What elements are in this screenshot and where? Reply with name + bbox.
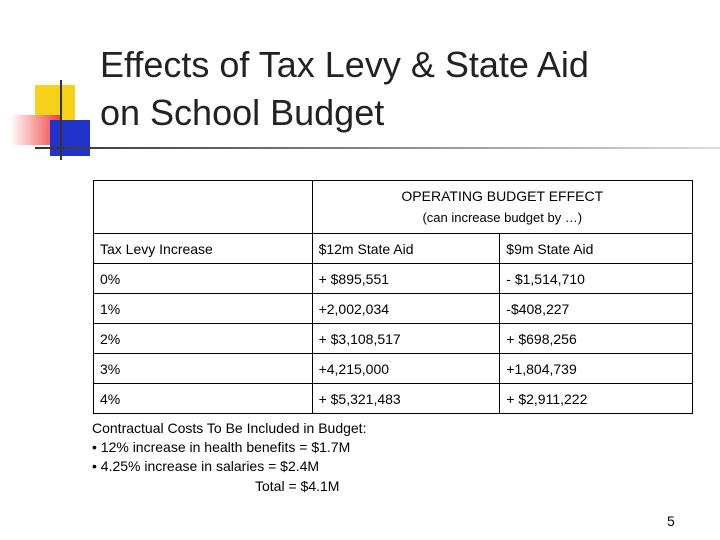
- column-header-row: Tax Levy Increase $12m State Aid $9m State…: [93, 233, 693, 264]
- table-cell: 0%: [93, 263, 313, 294]
- table-cell: + $5,321,483: [311, 383, 501, 414]
- empty-cell: [93, 180, 313, 234]
- table-cell: +2,002,034: [311, 293, 501, 324]
- column-header: Tax Levy Increase: [93, 233, 313, 264]
- table-row: 0% + $895,551- $1,514,710: [93, 263, 693, 294]
- horizontal-rule: [35, 147, 720, 149]
- header-cell: OPERATING BUDGET EFFECT (can increase bu…: [311, 180, 694, 234]
- table-row: 4% + $5,321,483 + $2,911,222: [93, 383, 693, 414]
- header-text: OPERATING BUDGET EFFECT: [401, 188, 604, 204]
- table-cell: +1,804,739: [499, 353, 693, 384]
- header-subtext: (can increase budget by …): [422, 210, 583, 225]
- table-cell: -$408,227: [499, 293, 693, 324]
- table-cell: 2%: [93, 323, 313, 354]
- note: Contractual Costs To Be Included in Budg…: [92, 420, 367, 436]
- table-cell: + $3,108,517: [311, 323, 501, 354]
- column-header: $12m State Aid: [311, 233, 501, 264]
- note: Total = $4.1M: [255, 478, 340, 494]
- table-body: Tax Levy Increase $12m State Aid $9m State…: [93, 233, 693, 414]
- table-cell: 1%: [93, 293, 313, 324]
- page-number: 5: [667, 513, 675, 529]
- note: • 12% increase in health benefits = $1.7…: [92, 439, 351, 455]
- blue-square: [50, 120, 90, 156]
- table-cell: + $698,256: [499, 323, 693, 354]
- title-line: on School Budget: [100, 92, 385, 133]
- table-cell: + $895,551: [311, 263, 501, 294]
- table-cell: + $2,911,222: [499, 383, 693, 414]
- title-line: Effects of Tax Levy & State Aid: [100, 44, 589, 85]
- header-row: OPERATING BUDGET EFFECT (can increase bu…: [93, 180, 694, 234]
- table-row: 1% +2,002,034 -$408,227: [93, 293, 693, 324]
- column-header: $9m State Aid: [499, 233, 693, 264]
- table-cell: +4,215,000: [311, 353, 501, 384]
- note: • 4.25% increase in salaries = $2.4M: [92, 458, 320, 474]
- table-row: 3% +4,215,000 +1,804,739: [93, 353, 693, 384]
- budget-table: OPERATING BUDGET EFFECT (can increase bu…: [93, 180, 694, 414]
- table-cell: 4%: [93, 383, 313, 414]
- table-cell: - $1,514,710: [499, 263, 693, 294]
- table-cell: 3%: [93, 353, 313, 384]
- vertical-rule: [60, 80, 62, 160]
- table-row: 2% + $3,108,517 + $698,256: [93, 323, 693, 354]
